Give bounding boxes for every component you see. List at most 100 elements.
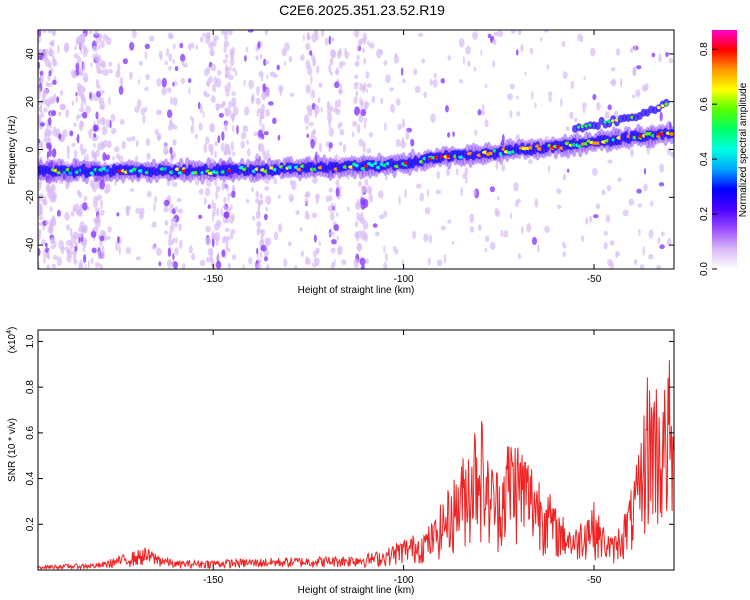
spectrogram-noise-cell xyxy=(524,71,527,76)
spectrogram-noise-cell xyxy=(118,245,121,255)
spectrogram-noise-cell xyxy=(102,152,107,162)
spectrogram-noise-cell xyxy=(51,30,57,35)
snr-x-ticks: -150 -100 -50 xyxy=(203,330,602,586)
spectrogram-noise-cell xyxy=(191,116,195,126)
spectrogram-noise-cell xyxy=(385,252,388,262)
spectrogram-noise-cell xyxy=(52,254,59,260)
spectrogram-noise-cell xyxy=(299,227,303,232)
spectrogram-noise-cell xyxy=(245,46,249,53)
spectrogram-noise-cell xyxy=(97,251,101,261)
spectrogram-noise-cell xyxy=(330,261,335,269)
spectrogram-noise-cell xyxy=(404,188,407,199)
spectrogram-noise-cell xyxy=(246,139,250,146)
spectrogram-noise-cell xyxy=(38,215,44,221)
spectrogram-noise-cell xyxy=(424,206,431,215)
spectrogram-noise-cell xyxy=(401,136,405,144)
spectrogram-noise-cell xyxy=(311,212,318,219)
spectrogram-noise-cell xyxy=(59,179,64,185)
spectrogram-noise-cell xyxy=(660,231,665,237)
spectrogram-noise-cell xyxy=(83,195,88,202)
spectrogram-noise-cell xyxy=(464,167,469,175)
spectrogram-noise-cell xyxy=(95,180,101,189)
spectrogram-noise-cell xyxy=(118,85,124,96)
spectrogram-noise-cell xyxy=(294,264,298,269)
spectrogram-noise-cell xyxy=(99,235,105,242)
spectrogram-noise-cell xyxy=(547,91,553,96)
spectrogram-noise-cell xyxy=(51,215,56,224)
spectrogram-noise-cell xyxy=(86,153,89,163)
spectrogram-noise-cell xyxy=(257,199,263,206)
spectrogram-x-tick-label: -100 xyxy=(394,274,414,285)
spectrogram-noise-cell xyxy=(75,210,82,215)
spectrogram-noise-cell xyxy=(423,91,427,99)
spectrogram-noise-cell xyxy=(496,196,500,201)
spectrogram-noise-cell xyxy=(617,177,622,183)
spectrogram-noise-cell xyxy=(260,53,263,59)
spectrogram-noise-cell xyxy=(177,208,184,214)
spectrogram-noise-cell xyxy=(257,129,263,138)
spectrogram-noise-cell xyxy=(557,204,562,210)
spectrogram-noise-cell xyxy=(412,230,417,239)
spectrogram-noise-cell xyxy=(265,264,270,269)
spectrogram-noise-cell xyxy=(312,177,318,184)
spectrogram-noise-cell xyxy=(500,229,504,238)
spectrogram-noise-cell xyxy=(92,136,97,142)
spectrogram-noise-cell xyxy=(362,47,366,53)
spectrogram-noise-cell xyxy=(94,30,99,36)
spectrogram-noise-cell xyxy=(48,49,55,57)
spectrogram-noise-cell xyxy=(135,207,140,215)
spectrogram-noise-cell xyxy=(92,201,98,208)
spectrogram-noise-cell xyxy=(225,239,229,248)
spectrogram-noise-cell xyxy=(220,208,223,217)
spectrogram-noise-cell xyxy=(47,249,50,260)
spectrogram-noise-cell xyxy=(255,97,261,105)
spectrogram-noise-cell xyxy=(107,226,112,233)
spectrogram-noise-cell xyxy=(98,96,101,105)
spectrogram-noise-cell xyxy=(151,244,158,250)
spectrogram-y-tick-label: 20 xyxy=(25,96,36,108)
spectrogram-noise-cell xyxy=(221,131,225,141)
spectrogram-noise-cell xyxy=(65,109,70,118)
spectrogram-noise-cell xyxy=(262,83,267,93)
spectrogram-noise-cell xyxy=(217,135,221,144)
spectrogram-noise-cell xyxy=(205,177,212,188)
spectrogram-noise-cell xyxy=(240,132,247,140)
spectrogram-noise-cell xyxy=(151,221,157,228)
spectrogram-noise-cell xyxy=(506,93,513,101)
spectrogram-noise-cell xyxy=(607,104,612,111)
spectrogram-noise-cell xyxy=(632,66,637,76)
spectrogram-noise-cell xyxy=(190,124,195,134)
spectrogram-noise-cell xyxy=(210,64,217,72)
spectrogram-noise-cell xyxy=(50,184,56,195)
spectrogram-noise-cell xyxy=(168,65,172,71)
spectrogram-noise-cell xyxy=(394,248,399,255)
spectrogram-noise-cell xyxy=(604,111,610,120)
spectrogram-noise-cell xyxy=(360,108,367,117)
spectrogram-noise-cell xyxy=(633,44,637,52)
spectrogram-noise-cell xyxy=(566,168,570,173)
spectrogram-noise-cell xyxy=(279,86,282,97)
spectrogram-noise-cell xyxy=(371,95,376,103)
spectrogram-noise-cell xyxy=(112,156,115,161)
spectrogram-noise-cell xyxy=(277,194,281,199)
spectrogram-noise-cell xyxy=(378,214,385,220)
spectrogram-noise-cell xyxy=(100,39,105,49)
snr-x-label: Height of straight line (km) xyxy=(298,585,415,596)
spectrogram-noise-cell xyxy=(41,239,46,246)
spectrogram-secondary-band xyxy=(594,122,601,131)
spectrogram-noise-cell xyxy=(346,171,351,180)
spectrogram-noise-cell xyxy=(256,262,262,269)
spectrogram-noise-cell xyxy=(312,58,315,68)
spectrogram-noise-cell xyxy=(577,33,583,42)
spectrogram-ridge-peak xyxy=(669,132,674,136)
spectrogram-noise-cell xyxy=(306,133,310,138)
spectrogram-noise-cell xyxy=(223,211,230,219)
spectrogram-noise-cell xyxy=(304,198,309,205)
spectrogram-noise-cell xyxy=(516,111,521,117)
spectrogram-noise-cell xyxy=(109,120,112,129)
spectrogram-noise-cell xyxy=(208,42,214,49)
spectrogram-noise-cell xyxy=(469,226,475,233)
spectrogram-noise-cell xyxy=(56,209,61,217)
spectrogram-noise-cell xyxy=(223,236,229,241)
spectrogram-noise-cell xyxy=(462,173,468,179)
